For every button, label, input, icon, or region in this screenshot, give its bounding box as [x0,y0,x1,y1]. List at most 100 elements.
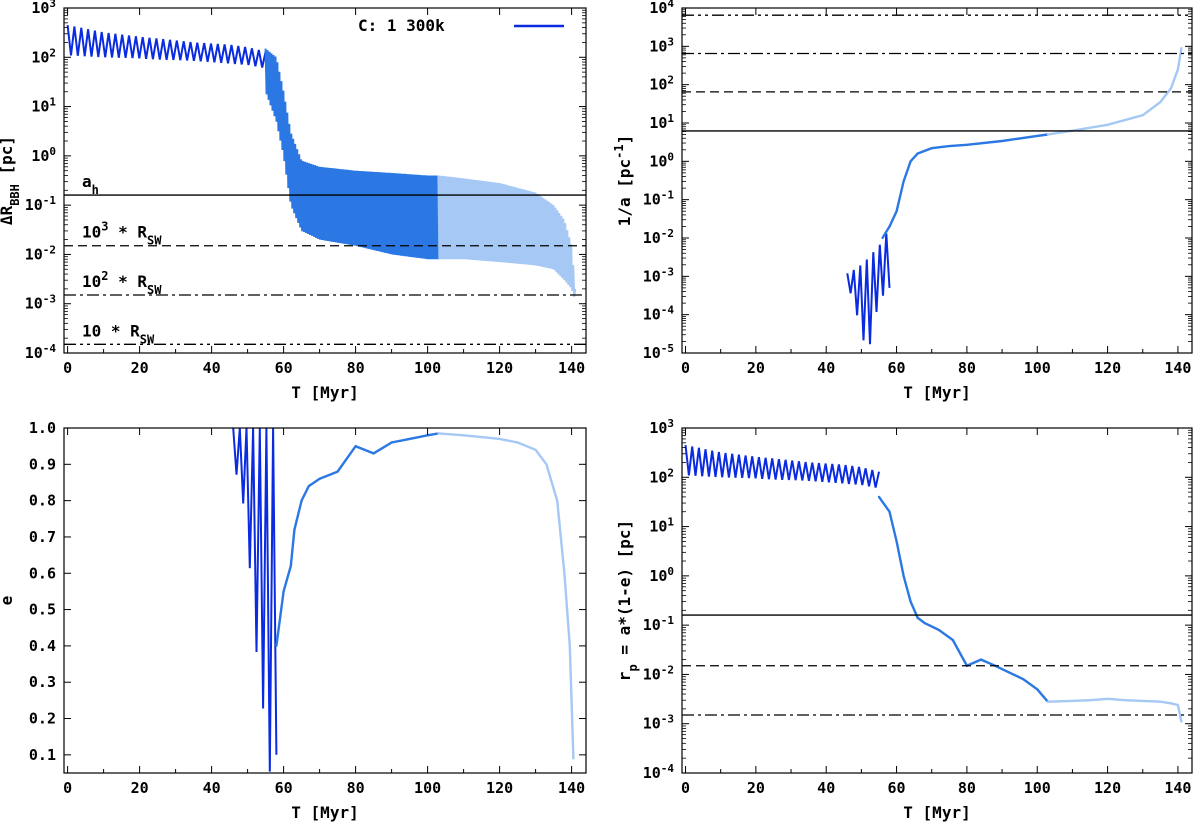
data-point [1088,699,1092,702]
data-point [895,540,898,543]
text-run: 10 [649,468,667,486]
data-point [534,448,537,451]
text-run: 10 [643,616,661,634]
text-run: r [615,672,634,682]
y-tick-label: 10-4 [643,762,675,783]
text-run: 1/a [pc [615,159,634,226]
reference-line-label: 102 * RSW [82,269,162,297]
data-point [1046,133,1049,136]
x-tick-label: 20 [131,779,149,797]
text-run: -3 [661,712,674,725]
y-tick-label: 1.0 [29,419,56,437]
data-point [545,463,548,466]
y-tick-label: 10-2 [25,243,56,264]
x-tick-label: 140 [558,779,585,797]
plot-area [846,46,1183,345]
data-point [572,757,575,760]
y-tick-label: 101 [649,112,674,133]
data-point [1176,703,1180,707]
text-run: -2 [43,243,56,256]
reference-line-label: 10 * RSW [82,321,155,346]
y-tick-label: 102 [649,466,674,487]
data-point [289,564,292,568]
x-tick-label: 140 [558,359,585,377]
y-tick-label: 10-4 [25,342,57,363]
text-run: 0.6 [29,564,56,582]
x-tick-label: 120 [1094,359,1121,377]
series-2 [881,133,1049,240]
x-tick-label: 40 [817,779,835,797]
text-run: 10 [643,267,661,285]
text-run: 10 [649,37,667,55]
text-run: a [82,172,92,191]
text-run: ΔR [0,205,16,225]
data-point [318,477,321,480]
text-run: 10 [25,295,43,313]
text-run: 10 [649,114,667,132]
text-run: 0 [667,564,674,577]
text-run: 10 [649,0,667,17]
series-line [275,432,439,647]
x-tick-label: 80 [958,359,976,377]
text-run: -1 [661,188,675,201]
x-tick-label: 100 [1024,359,1051,377]
x-tick-label: 0 [63,359,72,377]
data-point [498,437,501,440]
text-run: 10 [82,223,101,242]
text-run: 10 [649,152,667,170]
series-2 [877,495,1049,703]
data-point [1106,697,1109,700]
text-run: 10 [649,518,667,536]
text-run: 0.1 [29,746,56,764]
data-point [937,628,940,632]
plot-area [684,444,1183,723]
data-point [307,485,310,488]
x-axis-label: T [Myr] [903,803,970,822]
y-tick-label: 0.9 [29,455,56,473]
text-run: ] [615,135,634,145]
data-point [916,616,919,620]
x-tick-label: 40 [203,359,221,377]
text-run: -2 [661,663,674,676]
series-3 [1046,697,1183,723]
text-run: p [626,664,640,671]
text-run: * R [109,272,148,291]
data-point [1022,678,1025,681]
data-point [462,434,465,437]
panel-rp: 0 20 40 60 80 100 120 14010-410-310-210-1100101… [615,417,1193,822]
text-run: 3 [667,417,674,430]
text-run: 3 [101,220,108,234]
data-point [293,528,296,531]
data-point [1036,134,1039,138]
data-point [923,622,926,625]
series-1 [846,233,891,345]
text-run: 10 [25,344,43,362]
text-run: 10 [25,245,43,263]
text-run: 4 [667,0,674,10]
data-point [1036,688,1039,691]
data-point [888,510,891,513]
text-run: 10 [649,419,667,437]
reference-line-label: ah [82,172,99,197]
x-tick-label: 80 [347,359,365,377]
x-tick-label: 80 [958,779,976,797]
text-run: -4 [661,762,675,775]
text-run: 0 [49,144,56,157]
text-run: -1 [43,194,57,207]
x-tick-label: 60 [888,779,906,797]
text-run: 10 * R [82,321,140,340]
panel-ecc: 0 20 40 60 80 100 120 140 0.1 0.2 0.3 0.4 0.5 0.6 0.7 0… [0,419,587,822]
data-point [556,499,559,502]
series-band-line [264,48,440,260]
data-point [909,160,912,163]
data-point [1169,87,1172,90]
y-tick-label: 10-1 [643,188,675,209]
series-band-line [66,24,267,68]
data-point [1000,139,1004,143]
x-tick-label: 100 [1024,779,1051,797]
y-axis-label: rp = a*(1-e) [pc] [615,520,640,681]
text-run: -1 [612,144,626,158]
series-line [1047,47,1183,136]
text-run: * R [109,223,148,242]
text-run: 10 [643,715,661,733]
